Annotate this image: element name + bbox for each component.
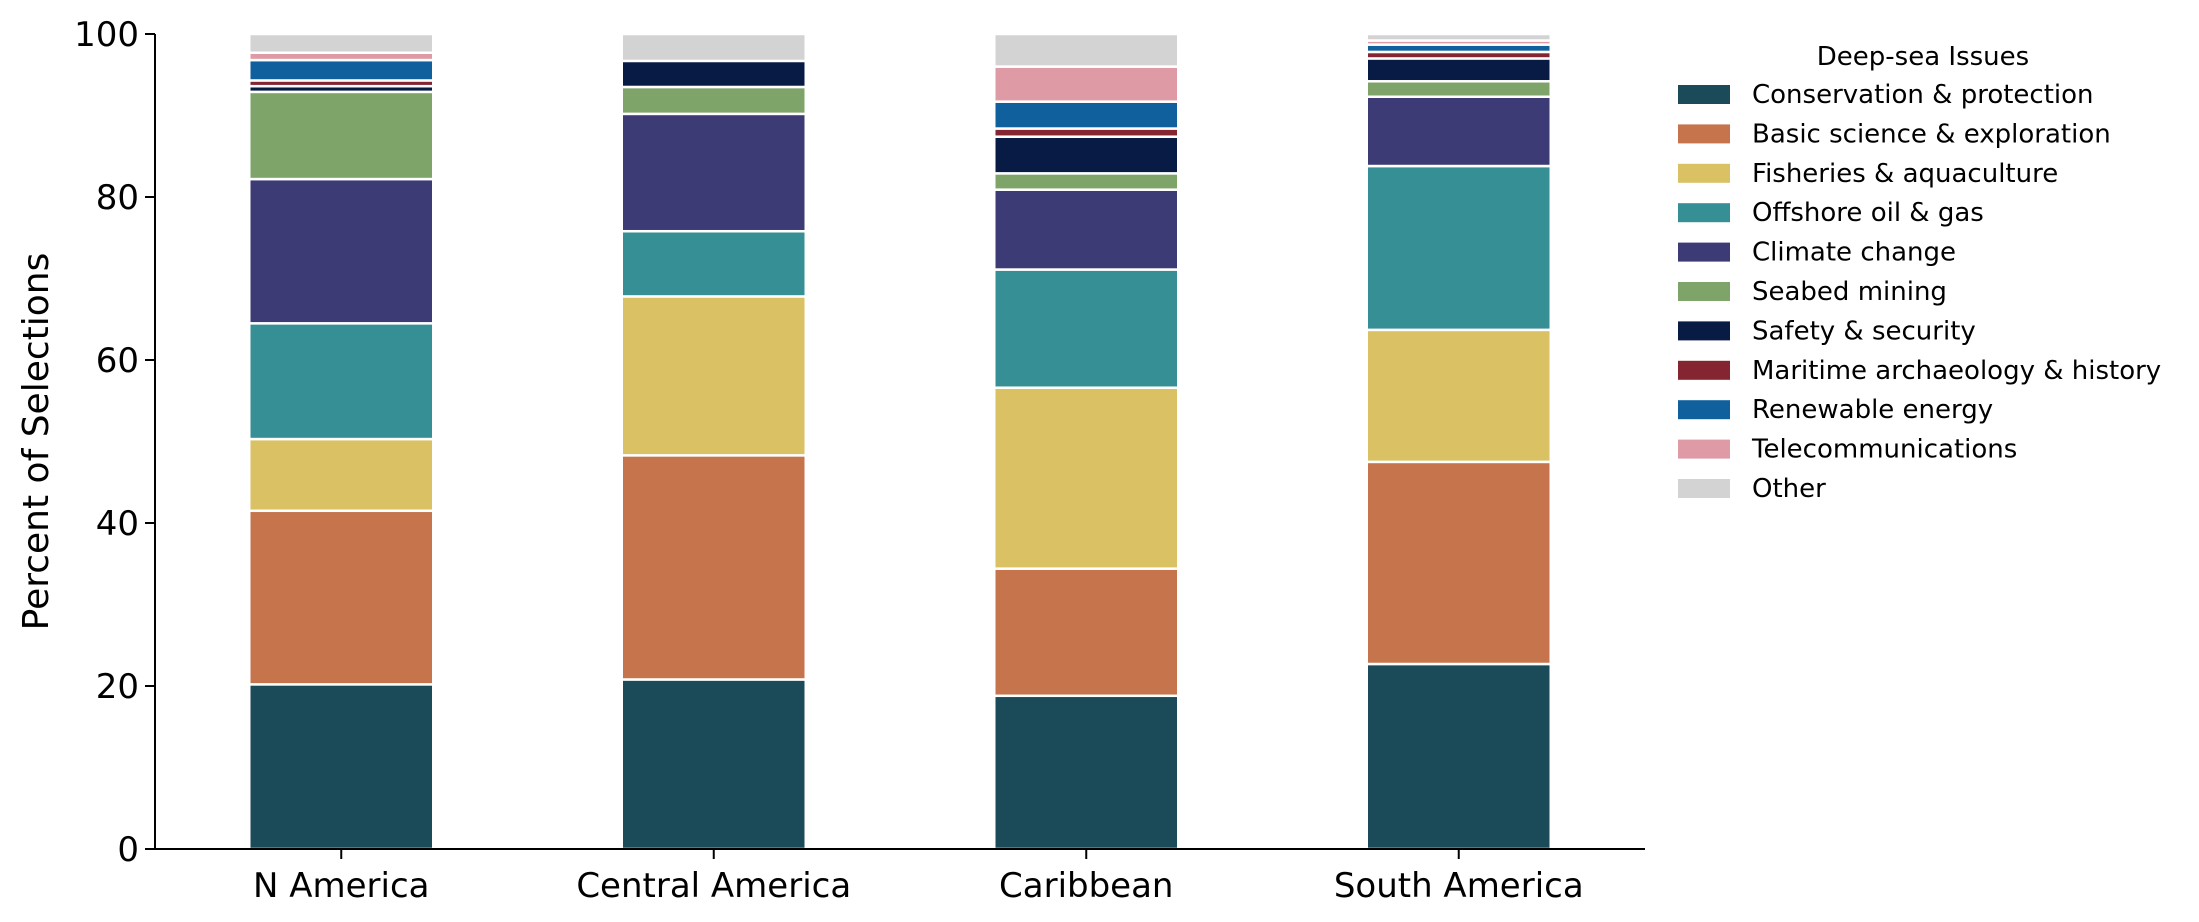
bar-segment bbox=[620, 678, 807, 851]
bar-segment bbox=[620, 229, 807, 298]
legend-label: Conservation & protection bbox=[1752, 80, 2094, 110]
legend-label: Maritime archaeology & history bbox=[1752, 356, 2161, 386]
bar-segment bbox=[620, 112, 807, 233]
bar-segment bbox=[993, 65, 1180, 103]
bar-segment bbox=[248, 177, 435, 325]
legend-swatch bbox=[1678, 282, 1730, 301]
bar-segment bbox=[620, 454, 807, 681]
y-tick-label: 20 bbox=[96, 667, 139, 707]
x-ticks: N America Central America Caribbean South A… bbox=[253, 849, 1584, 906]
legend-swatch bbox=[1678, 85, 1730, 104]
bar-segment bbox=[248, 683, 435, 851]
x-tick-label: Central America bbox=[576, 866, 851, 906]
legend-swatch bbox=[1678, 163, 1730, 183]
legend-swatch bbox=[1678, 360, 1730, 380]
bar-segment bbox=[620, 32, 807, 63]
legend-swatch bbox=[1678, 124, 1730, 144]
bar-segment bbox=[993, 32, 1180, 68]
legend-label: Offshore oil & gas bbox=[1752, 198, 1984, 228]
legend-title: Deep-sea Issues bbox=[1817, 42, 2029, 72]
x-tick-label: N America bbox=[253, 866, 430, 906]
bar-segment bbox=[993, 268, 1180, 389]
bar-segment bbox=[248, 58, 435, 82]
bar-segment bbox=[993, 567, 1180, 698]
bar-segment bbox=[248, 90, 435, 181]
bar-segment bbox=[1365, 460, 1552, 666]
bar-segment bbox=[248, 32, 435, 54]
bar-segment bbox=[248, 322, 435, 441]
legend-swatch bbox=[1678, 203, 1730, 223]
bar-segment bbox=[620, 85, 807, 116]
legend-items: Conservation & protection Basic science &… bbox=[1678, 80, 2161, 504]
bar-segment bbox=[248, 437, 435, 513]
legend-label: Fisheries & aquaculture bbox=[1752, 159, 2058, 189]
bars-group bbox=[248, 32, 1552, 851]
legend-label: Basic science & exploration bbox=[1752, 119, 2111, 149]
legend-label: Safety & security bbox=[1752, 316, 1976, 346]
bar-segment bbox=[1365, 662, 1552, 851]
bar-segment bbox=[248, 509, 435, 686]
x-tick-label: Caribbean bbox=[999, 866, 1173, 906]
legend-label: Other bbox=[1752, 474, 1826, 504]
bar-segment bbox=[1365, 95, 1552, 168]
x-tick-label: South America bbox=[1334, 866, 1584, 906]
legend-label: Telecommunications bbox=[1751, 435, 2017, 465]
y-tick-label: 0 bbox=[117, 830, 139, 870]
legend-swatch bbox=[1678, 479, 1730, 498]
axes-group bbox=[154, 34, 1645, 850]
legend-swatch bbox=[1678, 400, 1730, 420]
legend-swatch bbox=[1678, 321, 1730, 341]
legend: Deep-sea Issues Conservation & protectio… bbox=[1678, 42, 2161, 504]
bar-segment bbox=[1365, 32, 1552, 42]
bar-segment bbox=[1365, 164, 1552, 332]
bar-segment bbox=[993, 188, 1180, 271]
legend-swatch bbox=[1678, 439, 1730, 459]
y-tick-label: 80 bbox=[96, 178, 139, 218]
bar-segment bbox=[993, 100, 1180, 130]
bar-segment bbox=[620, 295, 807, 457]
bar-segment bbox=[620, 59, 807, 89]
legend-label: Climate change bbox=[1752, 238, 1956, 268]
bar-segment bbox=[993, 172, 1180, 191]
y-axis-title: Percent of Selections bbox=[16, 253, 57, 631]
legend-swatch bbox=[1678, 242, 1730, 262]
y-tick-label: 60 bbox=[96, 341, 139, 381]
bar-segment bbox=[993, 135, 1180, 175]
y-tick-label: 40 bbox=[96, 504, 139, 544]
bar-segment bbox=[993, 386, 1180, 570]
y-tick-label: 100 bbox=[74, 15, 139, 55]
bar-segment bbox=[1365, 328, 1552, 464]
y-ticks: 0 20 40 60 80 100 bbox=[74, 15, 155, 870]
legend-label: Seabed mining bbox=[1752, 277, 1947, 307]
bar-segment bbox=[1365, 57, 1552, 83]
legend-label: Renewable energy bbox=[1752, 395, 1993, 425]
bar-segment bbox=[1365, 80, 1552, 99]
bar-segment bbox=[993, 694, 1180, 851]
